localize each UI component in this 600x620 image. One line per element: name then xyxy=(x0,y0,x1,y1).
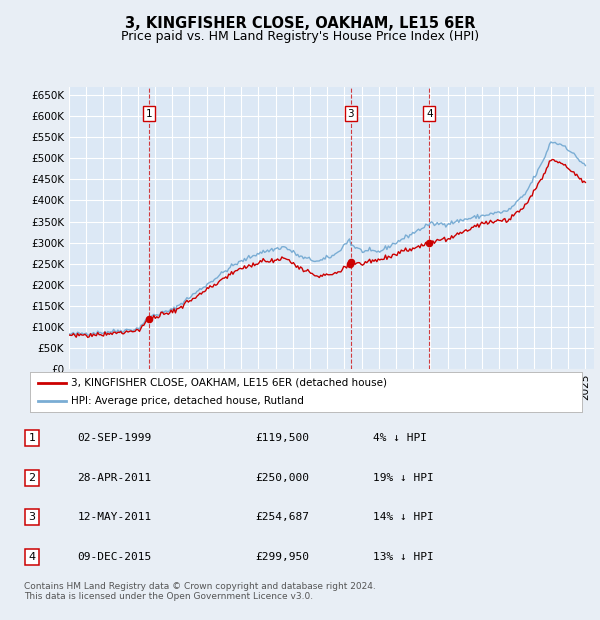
Text: 4: 4 xyxy=(29,552,35,562)
Text: Price paid vs. HM Land Registry's House Price Index (HPI): Price paid vs. HM Land Registry's House … xyxy=(121,30,479,43)
Text: 13% ↓ HPI: 13% ↓ HPI xyxy=(373,552,434,562)
Text: 1: 1 xyxy=(146,108,152,118)
Text: 3: 3 xyxy=(29,512,35,522)
Text: 4: 4 xyxy=(426,108,433,118)
Text: 09-DEC-2015: 09-DEC-2015 xyxy=(77,552,151,562)
Text: £299,950: £299,950 xyxy=(255,552,309,562)
Text: Contains HM Land Registry data © Crown copyright and database right 2024.
This d: Contains HM Land Registry data © Crown c… xyxy=(24,582,376,601)
Text: HPI: Average price, detached house, Rutland: HPI: Average price, detached house, Rutl… xyxy=(71,396,304,407)
Text: £119,500: £119,500 xyxy=(255,433,309,443)
Text: £254,687: £254,687 xyxy=(255,512,309,522)
Text: 2: 2 xyxy=(29,473,35,483)
Text: 02-SEP-1999: 02-SEP-1999 xyxy=(77,433,151,443)
Text: 1: 1 xyxy=(29,433,35,443)
Text: 14% ↓ HPI: 14% ↓ HPI xyxy=(373,512,434,522)
Text: 3: 3 xyxy=(347,108,354,118)
Text: 28-APR-2011: 28-APR-2011 xyxy=(77,473,151,483)
Text: 3, KINGFISHER CLOSE, OAKHAM, LE15 6ER (detached house): 3, KINGFISHER CLOSE, OAKHAM, LE15 6ER (d… xyxy=(71,378,388,388)
Text: £250,000: £250,000 xyxy=(255,473,309,483)
Text: 12-MAY-2011: 12-MAY-2011 xyxy=(77,512,151,522)
Text: 19% ↓ HPI: 19% ↓ HPI xyxy=(373,473,434,483)
Text: 4% ↓ HPI: 4% ↓ HPI xyxy=(373,433,427,443)
Text: 3, KINGFISHER CLOSE, OAKHAM, LE15 6ER: 3, KINGFISHER CLOSE, OAKHAM, LE15 6ER xyxy=(125,16,475,30)
